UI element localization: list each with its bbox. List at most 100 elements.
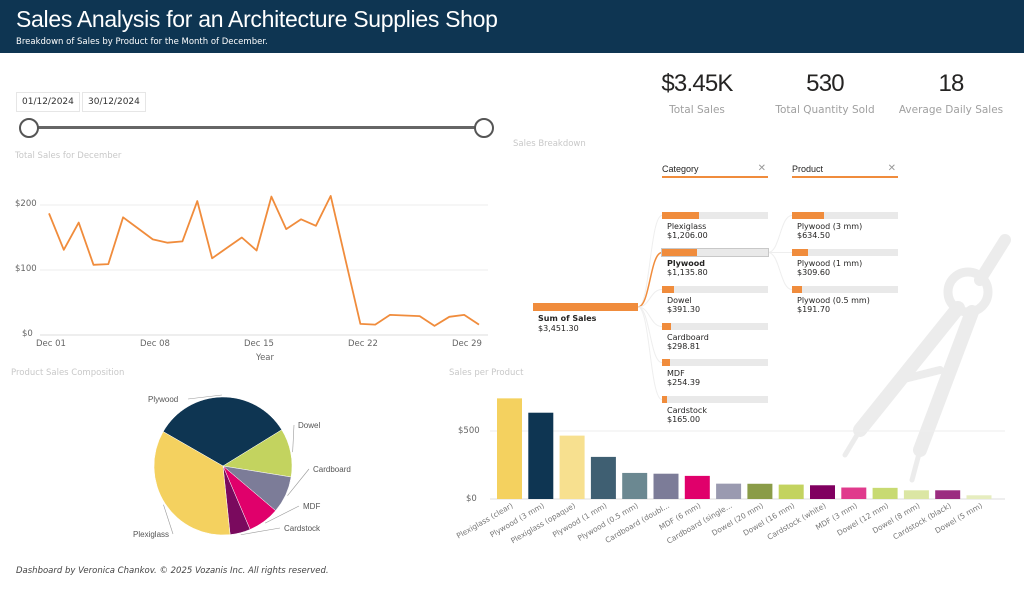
x-tick-label: Dec 01	[36, 339, 66, 349]
slider-start-handle[interactable]	[19, 118, 39, 138]
node-bar[interactable]	[662, 396, 768, 403]
leader-line	[240, 527, 281, 536]
slice-label: Dowel	[298, 421, 320, 430]
bar[interactable]	[903, 490, 929, 499]
product-node[interactable]: Plywood (0.5 mm) $191.70	[792, 286, 898, 314]
leader-line	[264, 505, 300, 524]
product-node[interactable]: Plywood (1 mm) $309.60	[792, 249, 898, 277]
category-node[interactable]: Plexiglass $1,206.00	[662, 212, 768, 240]
product-node[interactable]: Plywood (3 mm) $634.50	[792, 212, 898, 240]
bar[interactable]	[497, 398, 522, 499]
bar[interactable]	[872, 487, 898, 499]
pie-slice[interactable]	[162, 396, 283, 467]
bar-chart-title: Sales per Product	[449, 368, 524, 378]
page-title: Sales Analysis for an Architecture Suppl…	[16, 6, 498, 32]
product-level-header[interactable]: Product ✕	[792, 163, 898, 178]
y-tick-label: $500	[458, 426, 480, 436]
node-value: $165.00	[667, 415, 701, 424]
leader-line	[163, 504, 174, 535]
category-node[interactable]: MDF $254.39	[662, 359, 768, 387]
node-bar-fill	[662, 323, 672, 330]
bar[interactable]	[966, 495, 992, 499]
date-range-slider-track[interactable]	[28, 126, 484, 129]
connector-line	[767, 215, 793, 253]
category-node[interactable]: Plywood $1,135.80	[661, 248, 769, 277]
node-value: $309.60	[797, 268, 831, 277]
leader-line	[292, 424, 295, 453]
close-icon[interactable]: ✕	[757, 163, 766, 174]
end-date-input[interactable]: 30/12/2024	[82, 92, 146, 112]
bar[interactable]	[653, 473, 679, 499]
close-icon[interactable]: ✕	[887, 163, 896, 174]
node-bar[interactable]	[792, 212, 898, 219]
footer-credit: Dashboard by Veronica Chankov. © 2025 Vo…	[16, 566, 329, 576]
decomposition-tree-title: Sales Breakdown	[513, 139, 586, 149]
start-date-input[interactable]: 01/12/2024	[16, 92, 80, 112]
sales-line[interactable]	[48, 194, 480, 327]
bar[interactable]	[590, 456, 616, 499]
node-label: Plywood (0.5 mm)	[797, 296, 870, 305]
node-bar-fill	[662, 359, 670, 366]
x-axis-title: Year	[256, 353, 274, 363]
kpi-value: 530	[806, 70, 844, 97]
root-bar[interactable]	[533, 303, 638, 311]
category-level-header[interactable]: Category ✕	[662, 163, 768, 178]
node-bar[interactable]	[661, 248, 769, 257]
connector-line	[637, 306, 663, 400]
y-tick-label: $0	[466, 494, 477, 504]
bar[interactable]	[528, 412, 554, 499]
kpi-value: 18	[938, 70, 964, 97]
connector-line	[637, 289, 663, 308]
bar[interactable]	[841, 487, 867, 499]
bar[interactable]	[684, 475, 710, 499]
root-label: Sum of Sales	[538, 314, 597, 323]
bar[interactable]	[622, 472, 648, 499]
kpi-label: Total Quantity Sold	[775, 104, 875, 116]
category-node[interactable]: Dowel $391.30	[662, 286, 768, 314]
node-bar-fill	[792, 212, 824, 219]
node-label: Cardboard	[667, 333, 709, 342]
connector-line	[637, 215, 663, 308]
header-banner: Sales Analysis for an Architecture Suppl…	[0, 0, 1024, 53]
line-chart-title: Total Sales for December	[15, 151, 122, 161]
y-tick-label: $200	[15, 199, 37, 209]
node-bar-fill	[662, 249, 697, 256]
node-bar[interactable]	[792, 249, 898, 256]
bar[interactable]	[747, 483, 773, 499]
level-header-label: Category	[662, 164, 699, 174]
node-bar[interactable]	[792, 286, 898, 293]
node-value: $254.39	[667, 378, 701, 387]
kpi-value: $3.45K	[661, 70, 733, 97]
node-value: $634.50	[797, 231, 831, 240]
pie-slice[interactable]	[153, 431, 231, 536]
bar[interactable]	[810, 485, 835, 499]
node-value: $298.81	[667, 342, 701, 351]
kpi-label: Total Sales	[669, 104, 725, 116]
node-bar-fill	[662, 396, 668, 403]
leader-line	[187, 394, 222, 400]
drafting-compass-watermark-icon	[842, 234, 1011, 483]
slider-end-handle[interactable]	[474, 118, 494, 138]
bar[interactable]	[716, 483, 742, 499]
bar[interactable]	[935, 490, 961, 499]
node-bar[interactable]	[662, 323, 768, 330]
bar[interactable]	[778, 484, 804, 499]
node-value: $1,206.00	[667, 231, 708, 240]
leader-line	[287, 468, 310, 496]
x-tick-label: Dec 22	[348, 339, 378, 349]
node-bar[interactable]	[662, 359, 768, 366]
x-tick-label: Dec 08	[140, 339, 170, 349]
node-bar[interactable]	[662, 212, 768, 219]
kpi-total-sales: $3.45K Total Sales	[632, 70, 762, 116]
page-subtitle: Breakdown of Sales by Product for the Mo…	[16, 37, 268, 47]
level-header-label: Product	[792, 164, 824, 174]
category-node[interactable]: Cardboard $298.81	[662, 323, 768, 351]
node-bar[interactable]	[662, 286, 768, 293]
category-node[interactable]: Cardstock $165.00	[662, 396, 768, 424]
node-bar-fill	[792, 249, 808, 256]
x-tick-label: Dec 29	[452, 339, 482, 349]
slice-label: Cardstock	[284, 524, 321, 533]
bar[interactable]	[559, 435, 585, 499]
